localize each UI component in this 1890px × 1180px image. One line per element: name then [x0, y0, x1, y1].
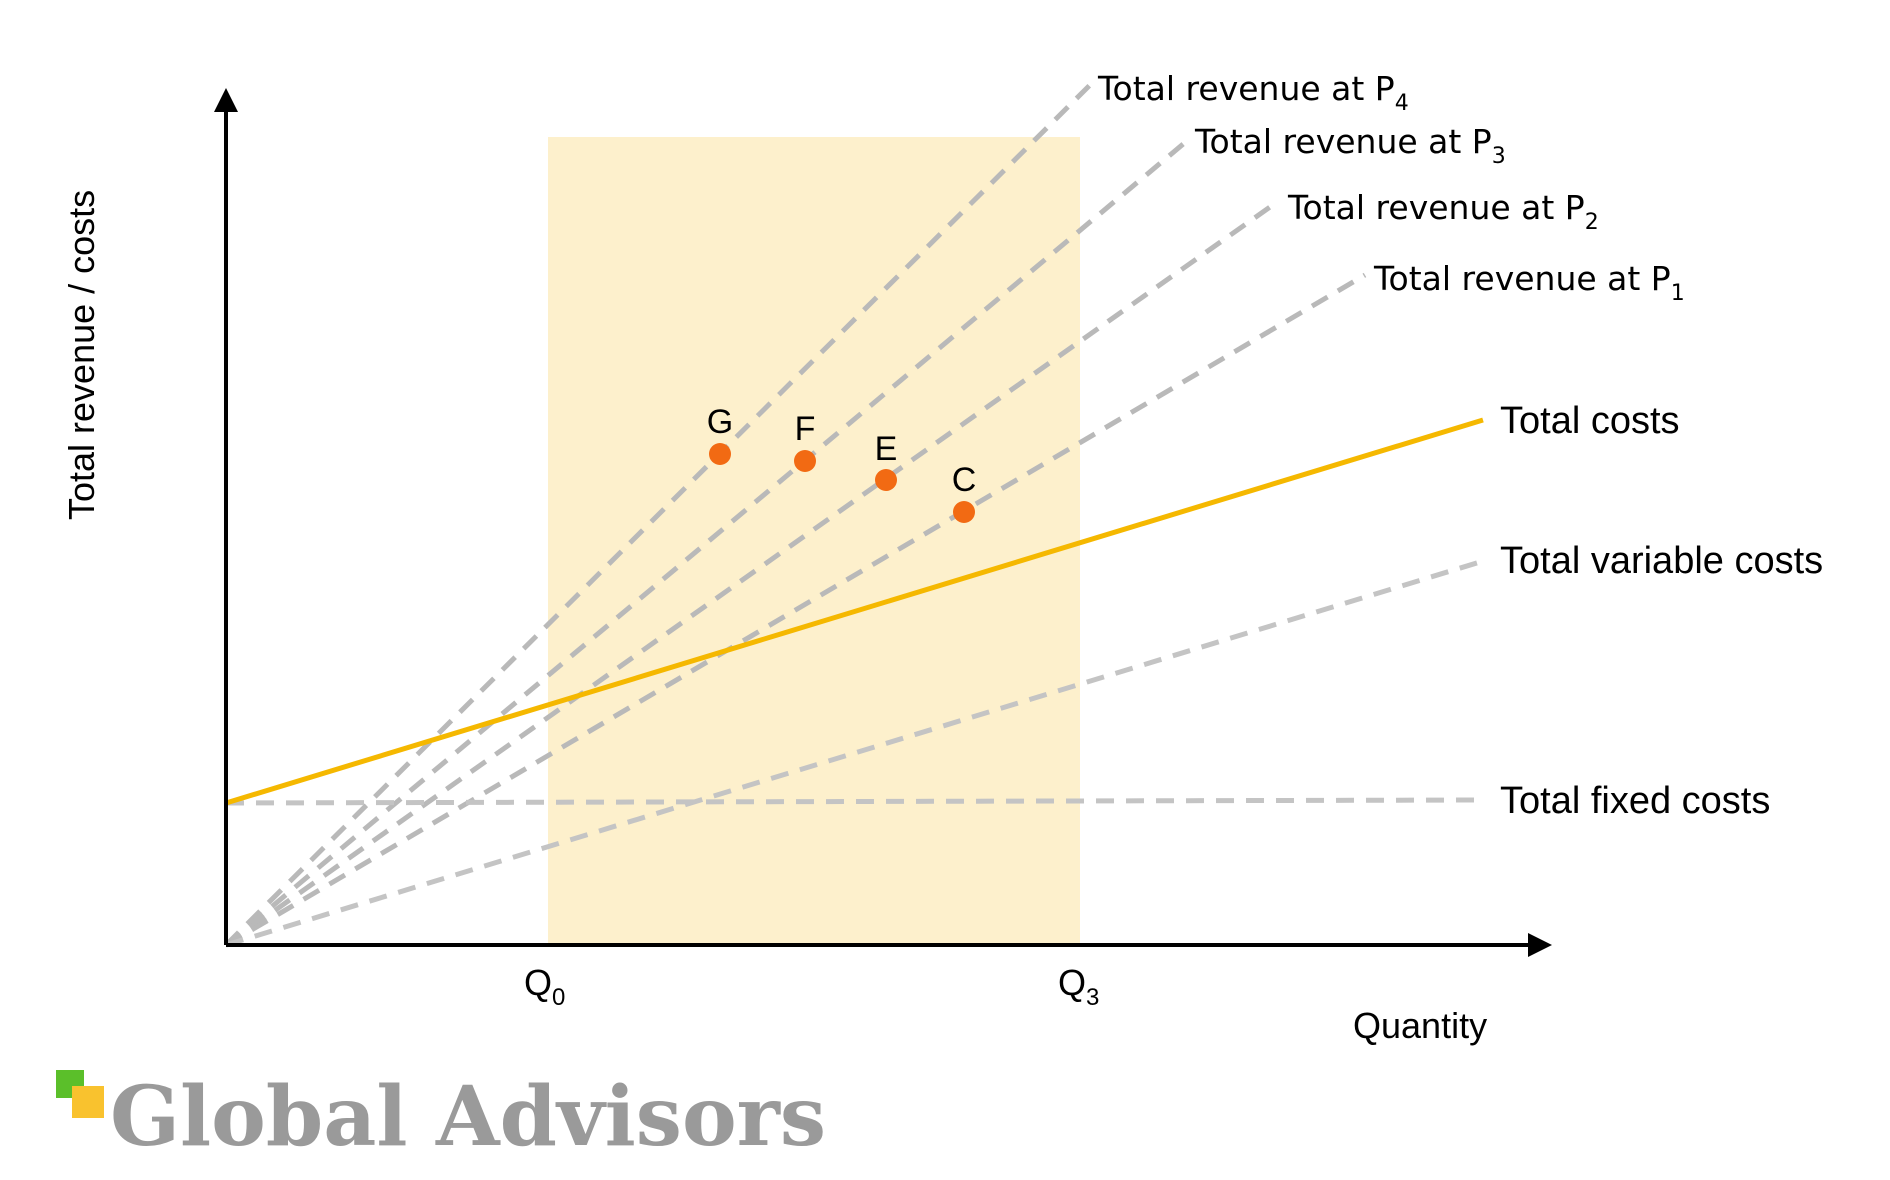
point-c — [953, 501, 975, 523]
tick-q3-sub: 3 — [1086, 984, 1099, 1011]
points: G F E C — [707, 403, 977, 523]
total-fixed-costs-label: Total fixed costs — [1500, 780, 1770, 822]
point-f — [794, 450, 816, 472]
point-g-label: G — [707, 403, 733, 441]
revenue-label-p1: Total revenue at P1 — [1373, 259, 1685, 306]
revenue-label-p2: Total revenue at P2 — [1287, 188, 1599, 235]
revenue-label-p4-text: Total revenue at P — [1097, 69, 1395, 108]
revenue-label-p3-sub: 3 — [1492, 144, 1506, 169]
revenue-line-p2 — [224, 204, 1272, 948]
brand-logo: Global Advisors — [56, 1069, 826, 1165]
tick-q0-base: Q — [524, 962, 552, 1003]
total-costs-line — [225, 417, 1484, 806]
revenue-label-p3: Total revenue at P3 — [1194, 122, 1506, 169]
revenue-line-p4 — [224, 83, 1092, 947]
total-costs-label: Total costs — [1500, 400, 1680, 442]
y-axis-label: Total revenue / costs — [61, 190, 102, 520]
point-e — [875, 469, 897, 491]
tick-q0: Q0 — [524, 962, 565, 1011]
total-variable-costs-label: Total variable costs — [1500, 540, 1823, 582]
point-g — [709, 443, 731, 465]
overlapping-squares-icon — [56, 1070, 104, 1118]
x-axis-label: Quantity — [1353, 1005, 1487, 1046]
point-e-label: E — [875, 430, 898, 468]
point-f-label: F — [795, 410, 816, 448]
revenue-label-p4-sub: 4 — [1395, 91, 1409, 116]
quantity-range-highlight — [548, 137, 1080, 945]
revenue-label-p1-sub: 1 — [1671, 281, 1685, 306]
point-c-label: C — [952, 461, 977, 499]
tick-q0-sub: 0 — [552, 984, 565, 1011]
tick-q3: Q3 — [1058, 962, 1099, 1011]
revenue-label-p2-sub: 2 — [1585, 210, 1599, 235]
total-variable-costs-line — [225, 559, 1481, 948]
revenue-line-p1 — [224, 272, 1367, 948]
revenue-lines — [224, 83, 1367, 948]
revenue-label-p1-text: Total revenue at P — [1373, 259, 1671, 298]
revenue-label-p4: Total revenue at P4 — [1097, 69, 1409, 116]
revenue-label-p2-text: Total revenue at P — [1287, 188, 1585, 227]
brand-name: Global Advisors — [110, 1069, 826, 1165]
tick-q3-base: Q — [1058, 962, 1086, 1003]
yellow-square — [72, 1086, 104, 1118]
revenue-label-p3-text: Total revenue at P — [1194, 122, 1492, 161]
